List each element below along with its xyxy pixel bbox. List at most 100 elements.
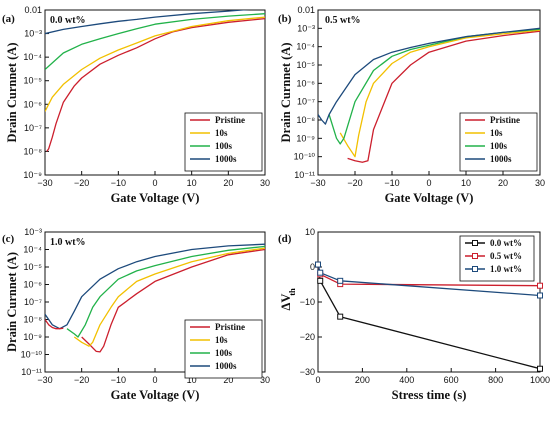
y-tick-label: 10⁻¹¹ [21, 367, 42, 377]
panel-0: −30 −20 −10 0 10 20 30 10⁻⁹ 10⁻⁸ 10⁻⁷ 10⁻⁶ 10⁻⁵ 10⁻⁴… [2, 5, 270, 205]
x-axis-label: Gate Voltage (V) [111, 191, 200, 205]
legend-entry: 0.0 wt% [490, 238, 522, 248]
x-tick-label: −30 [37, 178, 52, 188]
data-point [537, 292, 543, 299]
y-axis-label: ΔV [279, 294, 293, 311]
y-tick-label: −30 [300, 367, 315, 377]
panel-2: −30 −20 −10 0 10 20 30 10⁻¹¹ 10⁻¹⁰ 10⁻⁹ 10⁻⁸ 10⁻⁷ 10… [2, 227, 270, 402]
legend-box [184, 319, 263, 379]
legend-box [459, 112, 538, 172]
y-tick-label: 10⁻⁸ [23, 315, 42, 325]
y-tick-label: 10⁻¹⁰ [294, 152, 316, 162]
x-axis-label: Gate Voltage (V) [111, 388, 200, 402]
series-line-1 [73, 247, 265, 347]
x-tick-label: 20 [223, 178, 233, 188]
panel-label: (d) [278, 233, 292, 245]
legend-entry: Pristine [490, 115, 520, 125]
y-tick-label: 10⁻⁴ [296, 42, 315, 52]
panel-label: (c) [2, 233, 15, 245]
series-line-2 [318, 264, 540, 297]
legend-entry: 1000s [215, 361, 237, 371]
legend-entry: Pristine [215, 115, 245, 125]
y-tick-label: 10⁻¹¹ [294, 170, 315, 180]
legend-marker [472, 240, 478, 246]
x-tick-label: −30 [37, 375, 52, 385]
x-tick-label: −30 [310, 178, 325, 188]
legend-entry: 100s [215, 348, 233, 358]
legend-entry: 10s [215, 335, 228, 345]
data-point [317, 277, 324, 284]
series-group [318, 27, 540, 163]
x-tick-label: 20 [223, 375, 233, 385]
x-tick-label: 200 [355, 375, 370, 385]
x-tick-label: 20 [498, 178, 508, 188]
y-tick-label: 0.01 [297, 5, 315, 15]
x-tick-label: −20 [74, 375, 89, 385]
y-tick-label: 0 [310, 262, 315, 272]
series-line-0 [81, 248, 265, 353]
y-tick-label: 10⁻⁵ [24, 76, 43, 86]
y-axis-label: Drain Curnnet (A) [279, 43, 293, 143]
y-tick-label: 10⁻⁷ [24, 123, 42, 133]
legend-entry: 1000s [490, 154, 512, 164]
chart-title: 0.5 wt% [325, 15, 361, 26]
y-tick-label: −20 [300, 332, 315, 342]
x-tick-label: 30 [260, 375, 270, 385]
y-tick-label: 10⁻⁶ [24, 99, 43, 109]
y-tick-label: 10⁻⁹ [23, 332, 42, 342]
legend-entry: 1000s [215, 154, 237, 164]
y-tick-label: 10 [305, 227, 315, 237]
y-tick-label: 10⁻³ [297, 23, 315, 33]
panel-label: (a) [2, 13, 15, 25]
y-tick-label: 10⁻⁹ [296, 133, 315, 143]
data-point [537, 365, 543, 372]
y-tick-label: 10⁻⁵ [24, 262, 43, 272]
x-tick-label: −10 [111, 178, 126, 188]
y-tick-label: 0.01 [24, 5, 42, 15]
legend-marker [472, 266, 478, 272]
legend-entry: 10s [490, 128, 503, 138]
series-line-2 [45, 13, 265, 70]
series-line-3 [45, 10, 250, 35]
x-tick-label: 1000 [530, 375, 550, 385]
series-group [45, 243, 265, 353]
chart-title: 0.0 wt% [50, 15, 86, 26]
y-tick-label: 10⁻⁵ [297, 60, 316, 70]
series-line-0 [347, 30, 540, 163]
x-tick-label: 30 [535, 178, 545, 188]
x-tick-label: 30 [260, 178, 270, 188]
series-line-1 [339, 29, 540, 158]
x-axis-label: Gate Voltage (V) [385, 191, 474, 205]
panel-3: 0 200 400 600 800 1000 −30 −20 −10 0 10 Stress time… [278, 227, 550, 402]
y-tick-label: 10⁻⁷ [297, 97, 315, 107]
y-tick-label: 10⁻⁶ [297, 78, 316, 88]
series-line-0 [46, 17, 265, 152]
series-group [45, 10, 265, 152]
y-axis-label: Drain Curnnet (A) [5, 43, 19, 143]
series-line-3 [318, 27, 540, 125]
panel-1: −30 −20 −10 0 10 20 30 10⁻¹¹ 10⁻¹⁰ 10⁻⁹ 10⁻⁸ 10⁻⁷ 10… [278, 5, 545, 205]
y-tick-label: 10⁻¹⁰ [21, 350, 43, 360]
y-axis-label: Drain Curnnet (A) [5, 252, 19, 352]
x-tick-label: 800 [488, 375, 503, 385]
panel-label: (b) [278, 13, 292, 25]
x-tick-label: 0 [426, 178, 431, 188]
x-tick-label: −10 [111, 375, 126, 385]
y-tick-label: 10⁻⁷ [24, 297, 42, 307]
y-tick-label: 10⁻⁹ [23, 170, 42, 180]
x-tick-label: 0 [152, 178, 157, 188]
y-tick-label: 10⁻⁴ [23, 245, 42, 255]
x-tick-label: −20 [74, 178, 89, 188]
y-tick-label: 10⁻⁶ [24, 280, 43, 290]
y-tick-label: 10⁻⁸ [296, 115, 315, 125]
legend-entry: Pristine [215, 322, 245, 332]
series-line-1 [45, 16, 265, 112]
x-tick-label: 600 [444, 375, 459, 385]
chart-title: 1.0 wt% [50, 237, 86, 248]
x-tick-label: 400 [399, 375, 414, 385]
x-tick-label: 0 [315, 375, 320, 385]
legend-box [184, 112, 263, 172]
x-tick-label: −20 [347, 178, 362, 188]
x-tick-label: 10 [187, 178, 197, 188]
x-tick-label: 10 [187, 375, 197, 385]
